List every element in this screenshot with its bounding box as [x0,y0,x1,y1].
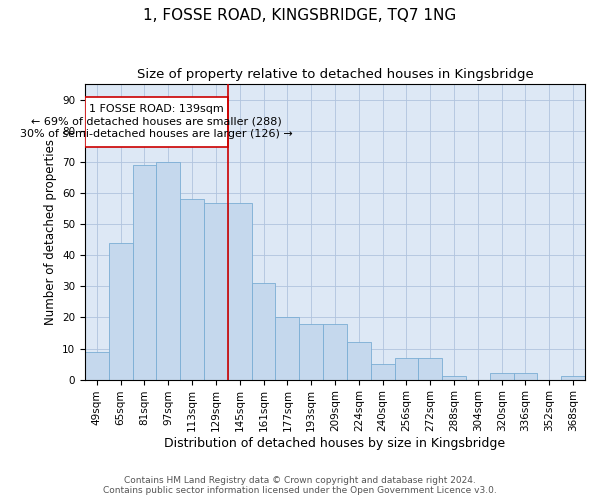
Bar [561,376,585,380]
Title: Size of property relative to detached houses in Kingsbridge: Size of property relative to detached ho… [137,68,533,80]
Bar [157,162,180,380]
X-axis label: Distribution of detached houses by size in Kingsbridge: Distribution of detached houses by size … [164,437,506,450]
Bar [371,364,395,380]
Bar [85,352,109,380]
Text: 1 FOSSE ROAD: 139sqm: 1 FOSSE ROAD: 139sqm [89,104,224,115]
Bar [514,374,538,380]
Bar [490,374,514,380]
Bar [204,202,228,380]
Bar [275,318,299,380]
Bar [323,324,347,380]
Y-axis label: Number of detached properties: Number of detached properties [44,139,56,325]
Bar [395,358,418,380]
Bar [347,342,371,380]
Text: 1, FOSSE ROAD, KINGSBRIDGE, TQ7 1NG: 1, FOSSE ROAD, KINGSBRIDGE, TQ7 1NG [143,8,457,22]
FancyBboxPatch shape [85,97,228,146]
Bar [251,284,275,380]
Bar [133,165,157,380]
Bar [228,202,251,380]
Text: Contains HM Land Registry data © Crown copyright and database right 2024.
Contai: Contains HM Land Registry data © Crown c… [103,476,497,495]
Bar [109,243,133,380]
Text: 30% of semi-detached houses are larger (126) →: 30% of semi-detached houses are larger (… [20,129,293,139]
Bar [180,200,204,380]
Bar [442,376,466,380]
Bar [299,324,323,380]
Text: ← 69% of detached houses are smaller (288): ← 69% of detached houses are smaller (28… [31,116,282,126]
Bar [418,358,442,380]
